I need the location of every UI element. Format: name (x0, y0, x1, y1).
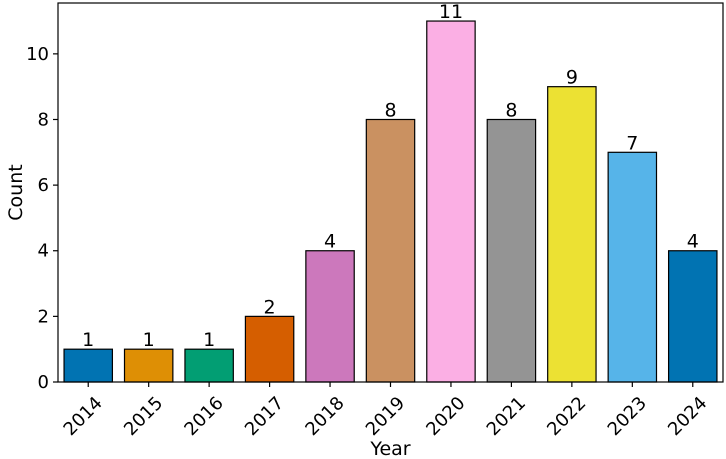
bar-2015 (123, 348, 174, 383)
bars-group (63, 20, 718, 383)
y-axis-ticks: 0 2 4 6 8 10 (26, 44, 58, 393)
bar-value-label-2014: 1 (82, 329, 94, 351)
bar-value-label-2023: 7 (626, 132, 638, 154)
x-tick-label-2016: 2016 (180, 393, 227, 440)
x-tick-label-2021: 2021 (483, 393, 530, 440)
bar-value-label-2019: 8 (384, 99, 396, 121)
bar-2017 (244, 315, 295, 383)
x-tick-label-2024: 2024 (664, 393, 711, 440)
x-tick-label-2015: 2015 (120, 393, 167, 440)
bar-value-label-2015: 1 (143, 329, 155, 351)
bar-2019 (365, 118, 416, 383)
bar-2023 (607, 151, 658, 383)
y-axis-title: Count (5, 164, 27, 220)
bar-value-label-2022: 9 (566, 67, 578, 89)
x-tick-label-2022: 2022 (543, 393, 590, 440)
y-tick-label-2: 2 (38, 306, 49, 327)
y-tick-label-0: 0 (38, 372, 49, 393)
x-tick-label-2020: 2020 (422, 393, 469, 440)
bar-2022 (547, 86, 597, 383)
bar-2020 (426, 20, 476, 383)
bar-value-label-2024: 4 (687, 231, 699, 253)
y-tick-label-6: 6 (38, 175, 49, 196)
bar-value-label-2016: 1 (203, 329, 215, 351)
y-tick-label-4: 4 (38, 241, 49, 262)
x-tick-label-2019: 2019 (362, 393, 409, 440)
x-tick-label-2018: 2018 (301, 393, 348, 440)
x-tick-label-2023: 2023 (604, 393, 651, 440)
y-tick-label-8: 8 (38, 109, 49, 130)
bar-2021 (486, 118, 537, 383)
bar-2024 (667, 250, 718, 383)
bar-value-label-2021: 8 (505, 99, 517, 121)
x-tick-label-2017: 2017 (241, 393, 288, 440)
bar-2014 (63, 348, 114, 383)
bar-value-label-2018: 4 (324, 231, 336, 253)
bar-2016 (184, 348, 234, 383)
bar-value-label-2017: 2 (264, 296, 276, 318)
x-axis-ticks: 2014 2015 2016 2017 2018 2019 2020 2021 2022 2023… (60, 382, 711, 440)
y-tick-label-10: 10 (26, 44, 49, 65)
x-axis-title: Year (369, 438, 410, 459)
bar-value-label-2020: 11 (439, 1, 463, 23)
bar-2018 (305, 250, 355, 383)
x-tick-label-2014: 2014 (60, 393, 107, 440)
